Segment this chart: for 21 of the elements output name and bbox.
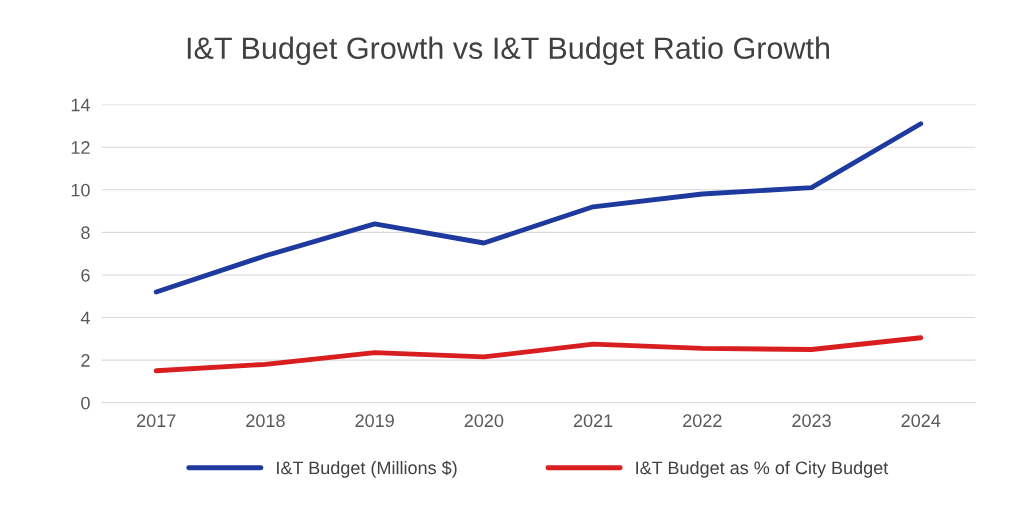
x-tick-label: 2017 — [137, 414, 176, 428]
x-tick-label: 2018 — [246, 414, 285, 428]
y-tick-label: 8 — [81, 226, 90, 240]
y-tick-label: 4 — [80, 311, 90, 325]
y-tick-label: 14 — [71, 98, 90, 112]
y-tick-label: 10 — [71, 183, 90, 197]
x-tick-label: 2019 — [355, 414, 394, 428]
x-tick-label: 2024 — [901, 414, 941, 428]
x-tick-label: 2023 — [792, 414, 831, 428]
y-tick-label: 12 — [71, 141, 90, 154]
x-tick-label: 2022 — [683, 414, 722, 428]
y-tick-label: 6 — [81, 268, 90, 282]
legend-label: I&T Budget (Millions $) — [277, 460, 457, 478]
line-series — [153, 335, 924, 374]
x-tick-label: 2021 — [573, 414, 613, 428]
legend-label: I&T Budget as % of City Budget — [636, 460, 889, 478]
chart-title: I&T Budget Growth vs I&T Budget Ratio Growth — [187, 36, 830, 66]
y-tick-label: 0 — [81, 396, 90, 410]
y-tick-label: 2 — [81, 354, 90, 367]
line-series — [153, 121, 924, 295]
x-tick-label: 2020 — [464, 414, 504, 428]
